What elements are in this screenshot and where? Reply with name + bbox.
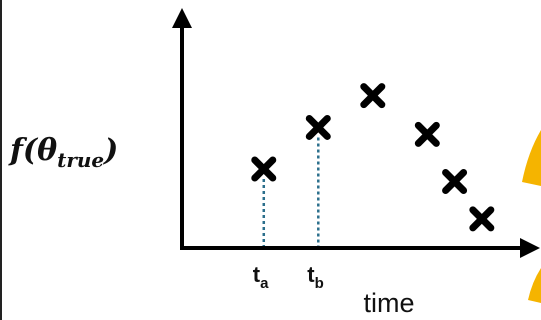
data-point-cross [442,168,468,194]
y-axis-label: f(θtrue) [8,133,118,172]
accent-arc-top [522,130,541,186]
tick-label-main: t [253,262,261,287]
y-axis-label-close: ) [102,133,118,168]
accent-arc-bottom [528,268,541,303]
tick-label-group: ta tb [253,262,324,292]
data-point-cross [469,206,495,232]
marker-group [251,83,495,232]
tick-label-subscript: a [260,275,269,292]
y-axis-label-main: f(θ [8,133,57,168]
data-point-cross [360,83,386,109]
data-point-cross [305,114,331,140]
tick-label: ta [253,262,269,292]
tick-label-main: t [307,262,315,287]
tick-label: tb [307,262,324,292]
left-border-line [0,0,2,320]
data-point-cross [251,156,277,182]
dropline-group [262,137,320,246]
tick-label-subscript: b [315,275,324,292]
y-axis-label-subscript: true [57,148,104,172]
data-point-cross [414,121,440,147]
x-axis-label: time [363,288,414,318]
